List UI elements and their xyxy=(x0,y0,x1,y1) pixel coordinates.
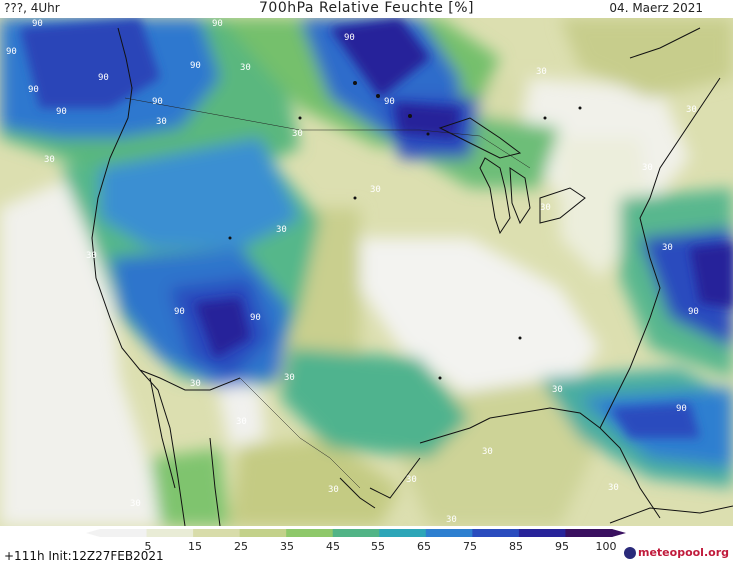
colorbar-label: 35 xyxy=(280,540,294,553)
contour-label: 90 xyxy=(212,19,223,29)
header-bar: ???, 4Uhr 700hPa Relative Feuchte [%] 04… xyxy=(0,0,733,18)
map-canvas: 90 90 90 90 90 90 90 90 90 90 90 90 90 9… xyxy=(0,18,733,526)
contour-label: 90 xyxy=(6,47,17,57)
forecast-time-label: ???, 4Uhr xyxy=(4,1,60,15)
colorbar-segment xyxy=(565,529,613,537)
contour-label: 30 xyxy=(540,203,551,213)
colorbar-segment xyxy=(472,529,520,537)
brand-link[interactable]: meteopool.org xyxy=(624,546,729,559)
contour-label: 30 xyxy=(236,417,247,427)
contour-label: 90 xyxy=(152,97,163,107)
contour-label: 30 xyxy=(276,225,287,235)
contour-label: 30 xyxy=(536,67,547,77)
colorbar-segment xyxy=(518,529,566,537)
contour-label: 90 xyxy=(190,61,201,71)
colorbar-segment xyxy=(100,529,148,537)
colorbar-segment xyxy=(146,529,194,537)
contour-label: 30 xyxy=(406,475,417,485)
colorbar-low-arrow xyxy=(86,529,100,537)
colorbar-segment xyxy=(286,529,334,537)
contour-label: 30 xyxy=(662,243,673,253)
contour-label: 30 xyxy=(284,373,295,383)
colorbar-label: 5 xyxy=(144,540,152,553)
contour-label: 90 xyxy=(676,404,687,414)
colorbar-label: 25 xyxy=(234,540,248,553)
contour-label: 90 xyxy=(174,307,185,317)
contour-label: 30 xyxy=(328,485,339,495)
contour-label: 30 xyxy=(552,385,563,395)
contour-labels: 90 90 90 90 90 90 90 90 90 90 90 90 90 9… xyxy=(6,19,699,525)
contour-label: 90 xyxy=(28,85,39,95)
colorbar-label: 65 xyxy=(417,540,431,553)
contour-label: 30 xyxy=(130,499,141,509)
colorbar-label: 15 xyxy=(188,540,202,553)
contour-label: 30 xyxy=(370,185,381,195)
contour-label: 90 xyxy=(98,73,109,83)
map-title: 700hPa Relative Feuchte [%] xyxy=(259,0,474,16)
contour-label: 90 xyxy=(56,107,67,117)
colorbar-high-arrow xyxy=(612,529,626,537)
contour-label: 30 xyxy=(44,155,55,165)
contour-label: 90 xyxy=(384,97,395,107)
lakes xyxy=(228,81,582,380)
colorbar-segment xyxy=(239,529,287,537)
contour-label: 30 xyxy=(86,251,97,261)
forecast-date: 04. Maerz 2021 xyxy=(609,1,703,15)
brand-logo-icon xyxy=(624,547,636,559)
brand-name: meteopool.org xyxy=(638,546,729,559)
colorbar xyxy=(86,529,626,537)
contour-label: 30 xyxy=(482,447,493,457)
colorbar-label: 55 xyxy=(371,540,385,553)
init-time-label: +111h Init:12Z27FEB2021 xyxy=(4,549,164,563)
coastlines xyxy=(91,27,733,526)
contour-label: 90 xyxy=(688,307,699,317)
contour-label: 90 xyxy=(32,19,43,29)
colorbar-segment xyxy=(379,529,427,537)
colorbar-label: 45 xyxy=(326,540,340,553)
contour-label: 30 xyxy=(686,105,697,115)
contour-label: 30 xyxy=(608,483,619,493)
colorbar-label: 75 xyxy=(463,540,477,553)
colorbar-label: 95 xyxy=(555,540,569,553)
humidity-field xyxy=(0,18,733,526)
colorbar-label: 100 xyxy=(595,540,617,553)
colorbar-label: 85 xyxy=(509,540,523,553)
contour-label: 30 xyxy=(156,117,167,127)
contour-label: 30 xyxy=(642,163,653,173)
contour-label: 30 xyxy=(240,63,251,73)
humidity-map: 90 90 90 90 90 90 90 90 90 90 90 90 90 9… xyxy=(0,18,733,526)
colorbar-segment xyxy=(193,529,241,537)
contour-label: 30 xyxy=(190,379,201,389)
colorbar-segment xyxy=(332,529,380,537)
contour-label: 90 xyxy=(344,33,355,43)
contour-label: 30 xyxy=(446,515,457,525)
borders xyxy=(124,97,531,489)
humidity-core xyxy=(20,18,733,438)
colorbar-segment xyxy=(425,529,473,537)
contour-label: 30 xyxy=(292,129,303,139)
contour-label: 90 xyxy=(250,313,261,323)
